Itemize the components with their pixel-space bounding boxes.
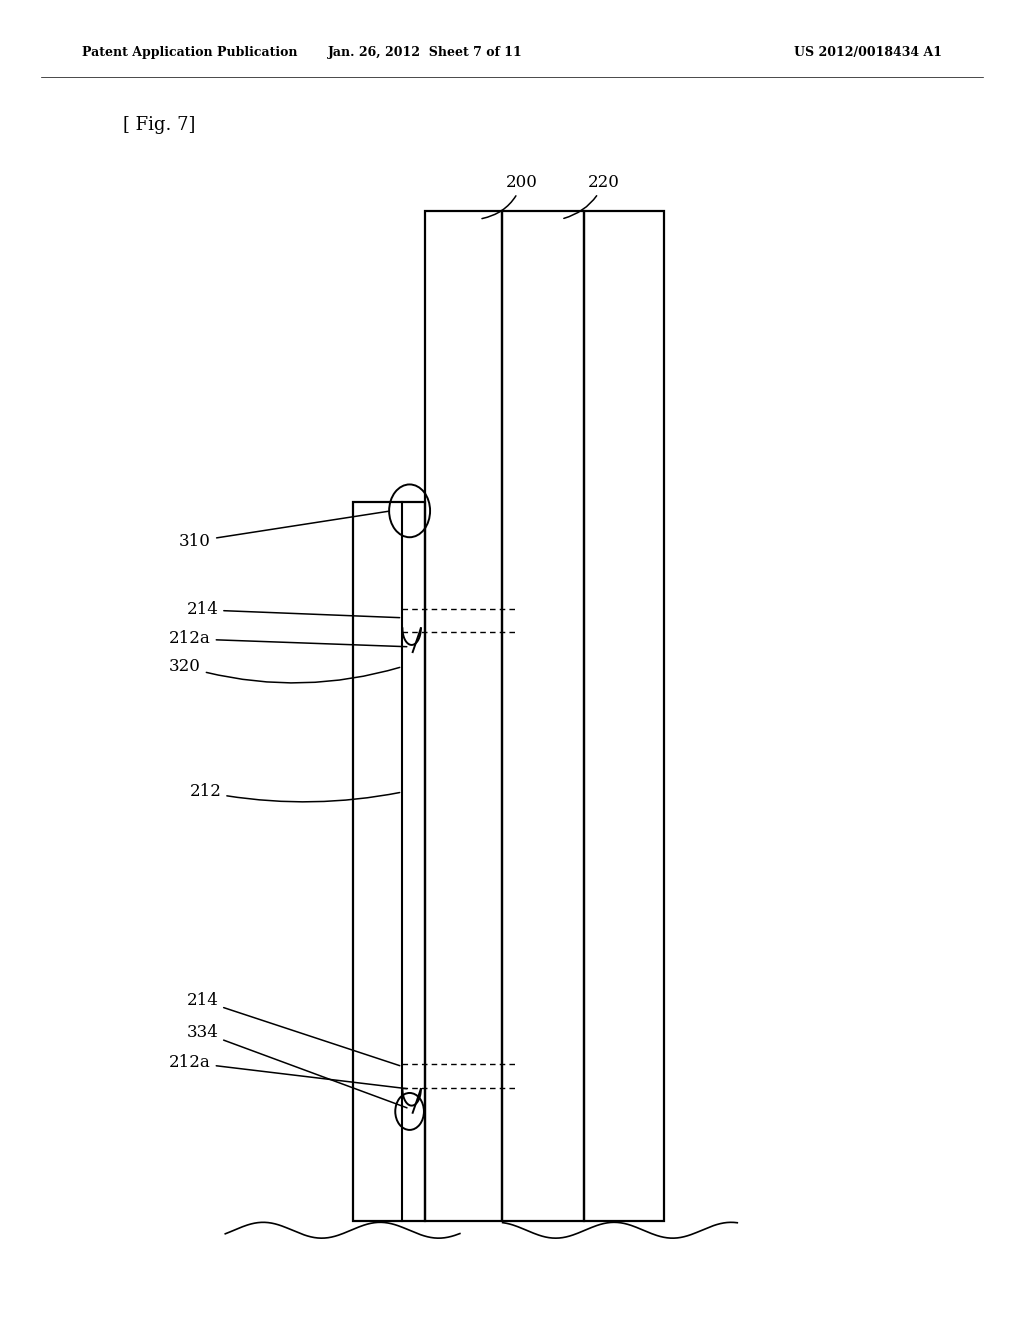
Text: 212a: 212a — [169, 1055, 407, 1089]
Text: 320: 320 — [169, 659, 399, 682]
Text: 214: 214 — [186, 602, 399, 618]
Text: Jan. 26, 2012  Sheet 7 of 11: Jan. 26, 2012 Sheet 7 of 11 — [328, 46, 522, 59]
Text: 334: 334 — [186, 1024, 407, 1107]
Text: [ Fig. 7]: [ Fig. 7] — [123, 116, 196, 135]
Text: 200: 200 — [482, 174, 539, 219]
Text: 212: 212 — [189, 784, 399, 801]
Text: 214: 214 — [186, 993, 399, 1065]
Text: 212a: 212a — [169, 631, 407, 647]
Text: Patent Application Publication: Patent Application Publication — [82, 46, 297, 59]
Text: 310: 310 — [179, 511, 388, 549]
Text: 220: 220 — [564, 174, 621, 218]
Text: US 2012/0018434 A1: US 2012/0018434 A1 — [794, 46, 942, 59]
